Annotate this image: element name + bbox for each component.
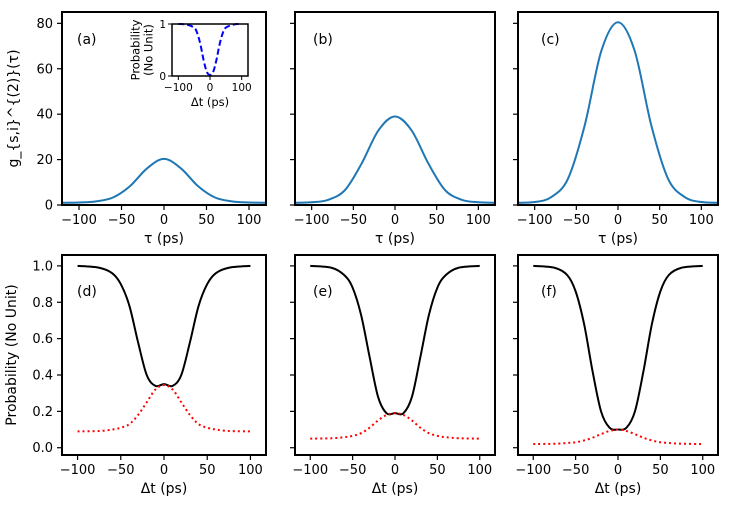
x-tick-label: −50 xyxy=(108,213,135,228)
x-tick-label: 100 xyxy=(467,463,492,478)
x-tick-label: −100 xyxy=(515,463,551,478)
x-tick-label: 0 xyxy=(614,213,622,228)
panel-label: (c) xyxy=(541,32,560,48)
x-tick-label: 0 xyxy=(614,463,622,478)
x-tick-label: 50 xyxy=(429,463,446,478)
inset-x-tick-label: 100 xyxy=(232,82,252,94)
x-tick-label: −100 xyxy=(517,213,553,228)
series-e-1 xyxy=(310,412,480,440)
y-axis-label: g_{s,i}^{(2)}(τ) xyxy=(6,49,22,167)
panel-b: −100 −50 0 50 100 (b) τ (ps) xyxy=(290,11,496,247)
series-a-0 xyxy=(61,157,267,204)
series-f-1 xyxy=(533,428,703,446)
inset-y-tick-label: 1 xyxy=(159,19,166,31)
inset-x-tick-label: −100 xyxy=(164,82,193,94)
panel-e: −100 −50 0 50 100 (e) Δt (ps) xyxy=(290,254,496,497)
panel-c: −100 −50 0 50 100 (c) τ (ps) xyxy=(513,11,719,247)
x-tick-label: 100 xyxy=(690,463,715,478)
panel-label: (f) xyxy=(541,284,557,300)
x-tick-label: 100 xyxy=(238,463,263,478)
x-tick-label: 50 xyxy=(198,213,215,228)
series-b-0 xyxy=(294,115,496,204)
series-c-0 xyxy=(517,21,719,204)
inset-x-tick-label: 0 xyxy=(207,82,214,94)
series-e-0 xyxy=(310,264,480,416)
x-axis-label: τ (ps) xyxy=(144,231,184,247)
panel-label: (d) xyxy=(77,284,97,300)
inset-series-0 xyxy=(178,23,242,76)
x-tick-label: −100 xyxy=(294,213,330,228)
x-tick-label: −100 xyxy=(292,463,328,478)
inset-frame xyxy=(171,23,249,77)
x-tick-label: −50 xyxy=(107,463,134,478)
y-tick-label: 0.8 xyxy=(32,296,53,311)
inset-y-tick-label: 0 xyxy=(159,71,166,83)
panel-d: −100 −50 0 50 100 0.0 0.2 0.4 0.6 0.8 1.0 (d) Δt (ps… xyxy=(4,254,267,497)
x-tick-label: 0 xyxy=(160,463,168,478)
x-tick-label: 100 xyxy=(237,213,262,228)
x-tick-label: −50 xyxy=(563,213,590,228)
x-tick-label: −100 xyxy=(60,463,96,478)
series-d-0 xyxy=(77,264,251,388)
x-tick-label: 100 xyxy=(466,213,491,228)
y-tick-label: 40 xyxy=(36,108,53,123)
y-tick-label: 0.6 xyxy=(32,332,53,347)
x-axis-label: τ (ps) xyxy=(598,231,638,247)
inset-y-axis-label-line2: (No Unit) xyxy=(141,24,155,76)
y-tick-label: 60 xyxy=(36,62,53,77)
y-tick-label: 1.0 xyxy=(32,259,53,274)
y-tick-label: 0.2 xyxy=(32,405,53,420)
x-tick-label: −50 xyxy=(340,213,367,228)
x-tick-label: 100 xyxy=(689,213,714,228)
y-tick-label: 0 xyxy=(45,199,53,214)
panel-f: −100 −50 0 50 100 (f) Δt (ps) xyxy=(513,254,719,497)
x-axis-label: τ (ps) xyxy=(375,231,415,247)
inset-x-axis-label: Δt (ps) xyxy=(191,95,229,109)
x-tick-label: −100 xyxy=(61,213,97,228)
x-tick-label: −50 xyxy=(339,463,366,478)
x-tick-label: 0 xyxy=(391,213,399,228)
x-tick-label: 50 xyxy=(199,463,216,478)
y-tick-label: 0.0 xyxy=(32,441,53,456)
x-tick-label: 0 xyxy=(391,463,399,478)
panel-label: (b) xyxy=(313,32,333,48)
x-axis-label: Δt (ps) xyxy=(141,481,188,497)
y-tick-label: 80 xyxy=(36,17,53,32)
inset-y-axis-label: Probability(No Unit) xyxy=(129,19,156,80)
x-axis-label: Δt (ps) xyxy=(372,481,419,497)
panel-label: (a) xyxy=(77,32,97,48)
x-tick-label: 50 xyxy=(428,213,445,228)
x-axis-label: Δt (ps) xyxy=(595,481,642,497)
x-tick-label: 50 xyxy=(651,213,668,228)
x-tick-label: 50 xyxy=(652,463,669,478)
y-axis-label: Probability (No Unit) xyxy=(4,284,20,425)
x-tick-label: 0 xyxy=(160,213,168,228)
panel-label: (e) xyxy=(313,284,333,300)
x-tick-label: −50 xyxy=(562,463,589,478)
y-tick-label: 20 xyxy=(36,153,53,168)
series-d-1 xyxy=(77,383,251,433)
y-tick-label: 0.4 xyxy=(32,369,53,384)
series-f-0 xyxy=(533,264,703,431)
inset-y-axis-label-line1: Probability xyxy=(129,19,143,80)
